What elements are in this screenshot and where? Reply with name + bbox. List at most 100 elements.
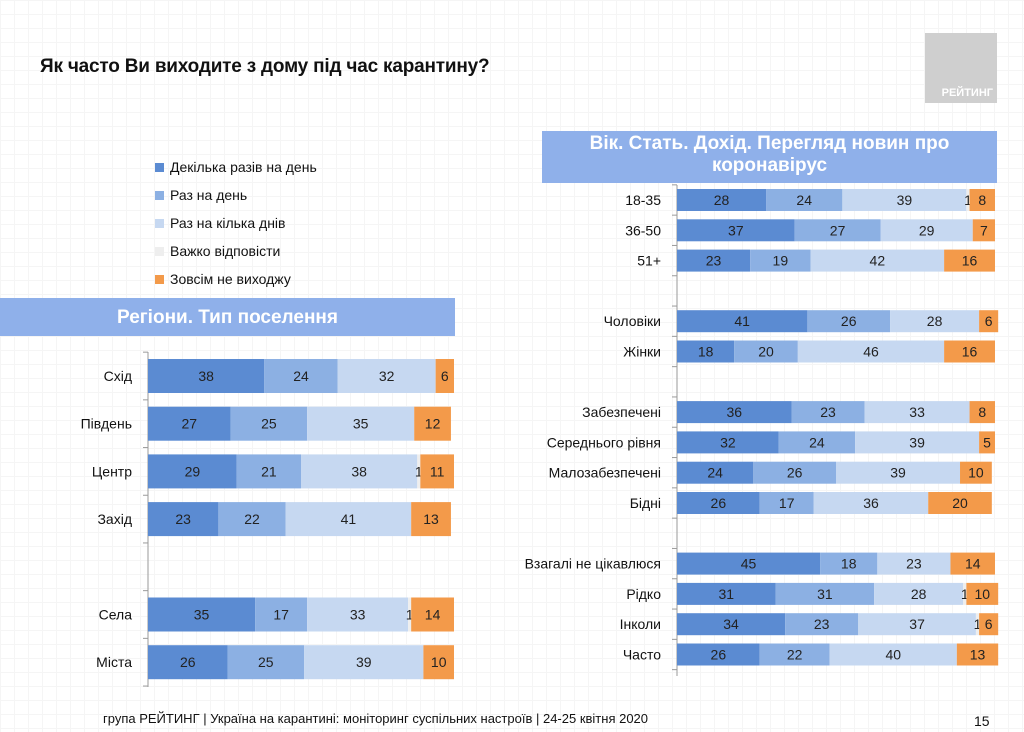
left-chart-banner: Регіони. Тип поселення [0,298,455,336]
bar-segment [414,406,451,441]
rating-logo: РЕЙТИНГ [925,33,997,103]
category-label: 36-50 [625,222,661,238]
data-label: 26 [711,495,727,511]
bar-segment [759,643,830,666]
bar-segment [950,552,995,575]
bar-segment [842,189,967,211]
category-label: 18-35 [625,192,661,208]
bar-segment [677,613,786,636]
data-label: 24 [707,465,723,481]
bar-segment [759,492,814,514]
bar-segment [307,406,415,441]
bar-segment [797,340,945,363]
legend-swatch [155,218,164,228]
bar-segment [775,582,875,605]
bar-segment [148,502,219,537]
bar-segment [813,492,929,514]
data-label: 1 [974,616,982,632]
data-label: 41 [734,313,750,329]
category-label: Жінки [623,344,661,360]
bar-segment [794,219,881,242]
bar-segment [148,597,256,632]
legend-label: Раз на кілька днів [170,215,286,231]
data-label: 33 [909,404,925,420]
data-label: 32 [379,368,395,384]
data-label: 23 [814,616,830,632]
data-label: 39 [897,192,913,208]
data-label: 6 [985,313,993,329]
bar-segment [411,597,454,632]
bar-segment [420,454,454,489]
data-label: 40 [885,647,901,663]
bar-segment [778,431,856,454]
legend-swatch [155,190,164,200]
data-label: 16 [962,253,978,269]
bar-segment [969,189,995,211]
data-label: 24 [293,368,309,384]
footer-text: група РЕЙТИНГ | Україна на карантині: мо… [103,711,649,726]
category-label: Села [99,607,133,623]
legend-item: Зовсім не виходжу [155,265,317,293]
data-label: 14 [425,607,441,623]
page-title: Як часто Ви виходите з дому під час кара… [40,56,490,77]
data-label: 42 [870,253,886,269]
bar-segment [820,552,878,575]
bar-segment [230,406,308,441]
data-label: 10 [431,654,447,670]
data-label: 39 [890,465,906,481]
data-label: 18 [698,344,714,360]
category-label: Забезпечені [582,404,661,420]
data-label: 23 [906,556,922,572]
bar-segment [227,645,305,680]
logo-text: РЕЙТИНГ [941,87,993,99]
data-label: 23 [820,404,836,420]
bar-segment [337,359,436,393]
data-label: 18 [841,556,857,572]
bar-segment [944,340,995,363]
data-label: 35 [194,607,210,623]
bar-segment [677,401,792,424]
category-label: Чоловіки [604,313,661,329]
legend-label: Декілька разів на день [170,159,317,175]
bar-segment [807,310,891,333]
bar-segment [264,359,338,393]
bar-segment [677,461,754,484]
right-chart-banner: Вік. Стать. Дохід. Перегляд новин про ко… [542,131,997,183]
data-label: 7 [980,222,988,238]
bar-segment [307,597,409,632]
data-label: 13 [423,511,439,527]
data-label: 39 [909,434,925,450]
data-label: 12 [425,416,441,432]
data-label: 28 [911,586,927,602]
data-label: 36 [726,404,742,420]
legend-swatch [155,274,164,284]
bar-segment [877,552,951,575]
bar-segment [969,401,995,424]
data-label: 17 [779,495,795,511]
data-label: 24 [809,434,825,450]
bar-segment [979,310,999,333]
bar-segment [855,431,980,454]
data-label: 1 [415,463,423,479]
data-label: 28 [714,192,730,208]
page-number: 15 [974,713,990,729]
bar-segment [677,552,821,575]
category-label: Інколи [620,616,661,632]
data-label: 28 [927,313,943,329]
bar-segment [411,502,451,537]
data-label: 22 [244,511,260,527]
data-label: 23 [706,253,722,269]
data-label: 35 [353,416,369,432]
bar-segment [960,461,992,484]
data-label: 1 [406,607,414,623]
bar-segment [966,582,999,605]
bar-segment [890,310,980,333]
bar-segment [677,310,808,333]
bar-segment [285,502,412,537]
legend-label: Зовсім не виходжу [170,271,291,287]
bar-segment [966,189,970,211]
data-label: 25 [258,654,274,670]
legend-item: Декілька разів на день [155,153,317,181]
bar-segment [963,582,967,605]
data-label: 27 [830,222,846,238]
